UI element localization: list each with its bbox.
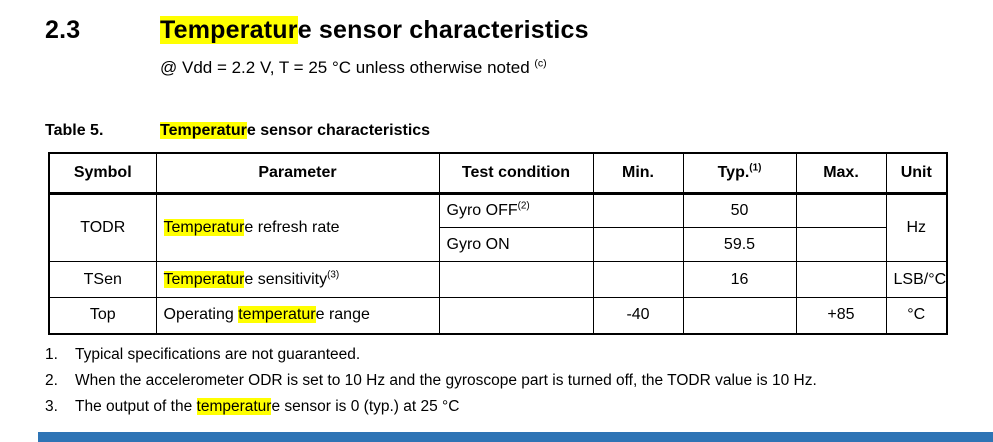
cell-symbol-tsen: TSen xyxy=(48,261,157,298)
search-highlight: Temperatur xyxy=(160,122,247,139)
col-header-symbol: Symbol xyxy=(48,152,157,195)
footnote-text-post: e sensor is 0 (typ.) at 25 °C xyxy=(271,397,460,415)
cell-condition-empty xyxy=(438,297,594,334)
cell-min-empty xyxy=(592,227,684,262)
table-row-todr-gyro-off: TODR Temperature refresh rate Gyro OFF(2… xyxy=(48,193,948,262)
cell-typ-empty xyxy=(682,297,797,334)
table-row-tsen: TSen Temperature sensitivity(3) 16 LSB/°… xyxy=(48,261,948,298)
search-highlight: temperatur xyxy=(238,306,316,324)
search-highlight: Temperatur xyxy=(160,16,298,44)
footnote-number: 1. xyxy=(45,345,58,363)
condition-gyro-off-text: Gyro OFF xyxy=(446,202,518,219)
section-title-rest: e sensor characteristics xyxy=(297,16,589,44)
cell-typ-16: 16 xyxy=(682,261,797,298)
table-caption: Table 5. Temperature sensor characterist… xyxy=(45,122,993,140)
col-header-typ-label: Typ. xyxy=(717,164,750,181)
section-heading: 2.3 Temperature sensor characteristics xyxy=(0,0,993,45)
search-highlight: temperatur xyxy=(196,397,272,415)
col-header-unit: Unit xyxy=(885,152,948,195)
footnote-text: The output of the temperature sensor is … xyxy=(75,397,460,415)
footnote-number: 3. xyxy=(45,397,58,415)
conditions-text: @ Vdd = 2.2 V, T = 25 °C unless otherwis… xyxy=(160,58,535,77)
footnote-text-pre: The output of the xyxy=(75,397,197,415)
cell-min-empty xyxy=(592,261,684,298)
cell-condition-empty xyxy=(438,261,594,298)
footnote-text: When the accelerometer ODR is set to 10 … xyxy=(75,372,817,389)
cell-unit-lsb: LSB/°C xyxy=(885,261,948,298)
tsen-footnote-ref: (3) xyxy=(327,269,340,281)
footnote-text: Typical specifications are not guarantee… xyxy=(75,346,360,363)
test-conditions-note: @ Vdd = 2.2 V, T = 25 °C unless otherwis… xyxy=(160,58,993,78)
cell-min-minus40: -40 xyxy=(592,297,684,334)
cell-parameter-todr: Temperature refresh rate xyxy=(155,193,440,262)
cell-parameter-top: Operating temperature range xyxy=(155,297,440,334)
footer-rule xyxy=(38,432,993,442)
condition-gyro-on-text: Gyro ON xyxy=(446,235,510,253)
footnote-text-pre: Typical specifications are not guarantee… xyxy=(75,345,361,363)
cell-typ-50: 50 xyxy=(682,193,797,228)
cell-unit-hz: Hz xyxy=(885,193,948,262)
cell-condition-gyro-off: Gyro OFF(2) xyxy=(438,193,594,228)
footnote-1: 1. Typical specifications are not guaran… xyxy=(45,346,993,363)
search-highlight: Temperatur xyxy=(163,270,245,288)
typ-footnote-ref: (1) xyxy=(749,162,762,174)
footnote-3: 3. The output of the temperature sensor … xyxy=(45,397,993,415)
cell-typ-59-5: 59.5 xyxy=(682,227,797,262)
col-header-min: Min. xyxy=(592,152,684,195)
footnote-text-pre: When the accelerometer ODR is set to 10 … xyxy=(75,371,817,389)
cell-unit-degc: °C xyxy=(885,297,948,334)
search-highlight: Temperatur xyxy=(163,219,245,236)
col-header-typ: Typ.(1) xyxy=(682,152,797,195)
footnotes: 1. Typical specifications are not guaran… xyxy=(45,346,993,415)
table-caption-title-rest: e sensor characteristics xyxy=(246,122,431,139)
table-caption-title: Temperature sensor characteristics xyxy=(160,122,430,140)
cell-min-empty xyxy=(592,193,684,228)
cell-parameter-tsen: Temperature sensitivity(3) xyxy=(155,261,440,298)
parameter-top-rest: e range xyxy=(315,306,370,324)
spec-table: Symbol Parameter Test condition Min. Typ… xyxy=(48,152,948,335)
cell-symbol-todr: TODR xyxy=(48,193,157,262)
footnote-2: 2. When the accelerometer ODR is set to … xyxy=(45,372,993,389)
cell-max-empty xyxy=(795,193,887,228)
cell-max-empty xyxy=(795,227,887,262)
cell-max-plus85: +85 xyxy=(795,297,887,334)
table-row-top: Top Operating temperature range -40 +85 … xyxy=(48,297,948,334)
parameter-top-pre: Operating xyxy=(163,306,239,324)
section-number: 2.3 xyxy=(45,16,81,44)
table-caption-label: Table 5. xyxy=(45,122,104,139)
table-header-row: Symbol Parameter Test condition Min. Typ… xyxy=(48,152,948,195)
conditions-footnote-ref: (c) xyxy=(534,57,547,70)
parameter-tsen-rest: e sensitivity xyxy=(244,270,328,288)
section-title: Temperature sensor characteristics xyxy=(160,16,589,45)
cell-max-empty xyxy=(795,261,887,298)
footnote-number: 2. xyxy=(45,371,58,389)
cell-symbol-top: Top xyxy=(48,297,157,334)
cell-condition-gyro-on: Gyro ON xyxy=(438,227,594,262)
col-header-parameter: Parameter xyxy=(155,152,440,195)
gyro-off-footnote-ref: (2) xyxy=(517,200,530,212)
col-header-test-condition: Test condition xyxy=(438,152,594,195)
col-header-max: Max. xyxy=(795,152,887,195)
parameter-todr-rest: e refresh rate xyxy=(244,219,340,236)
